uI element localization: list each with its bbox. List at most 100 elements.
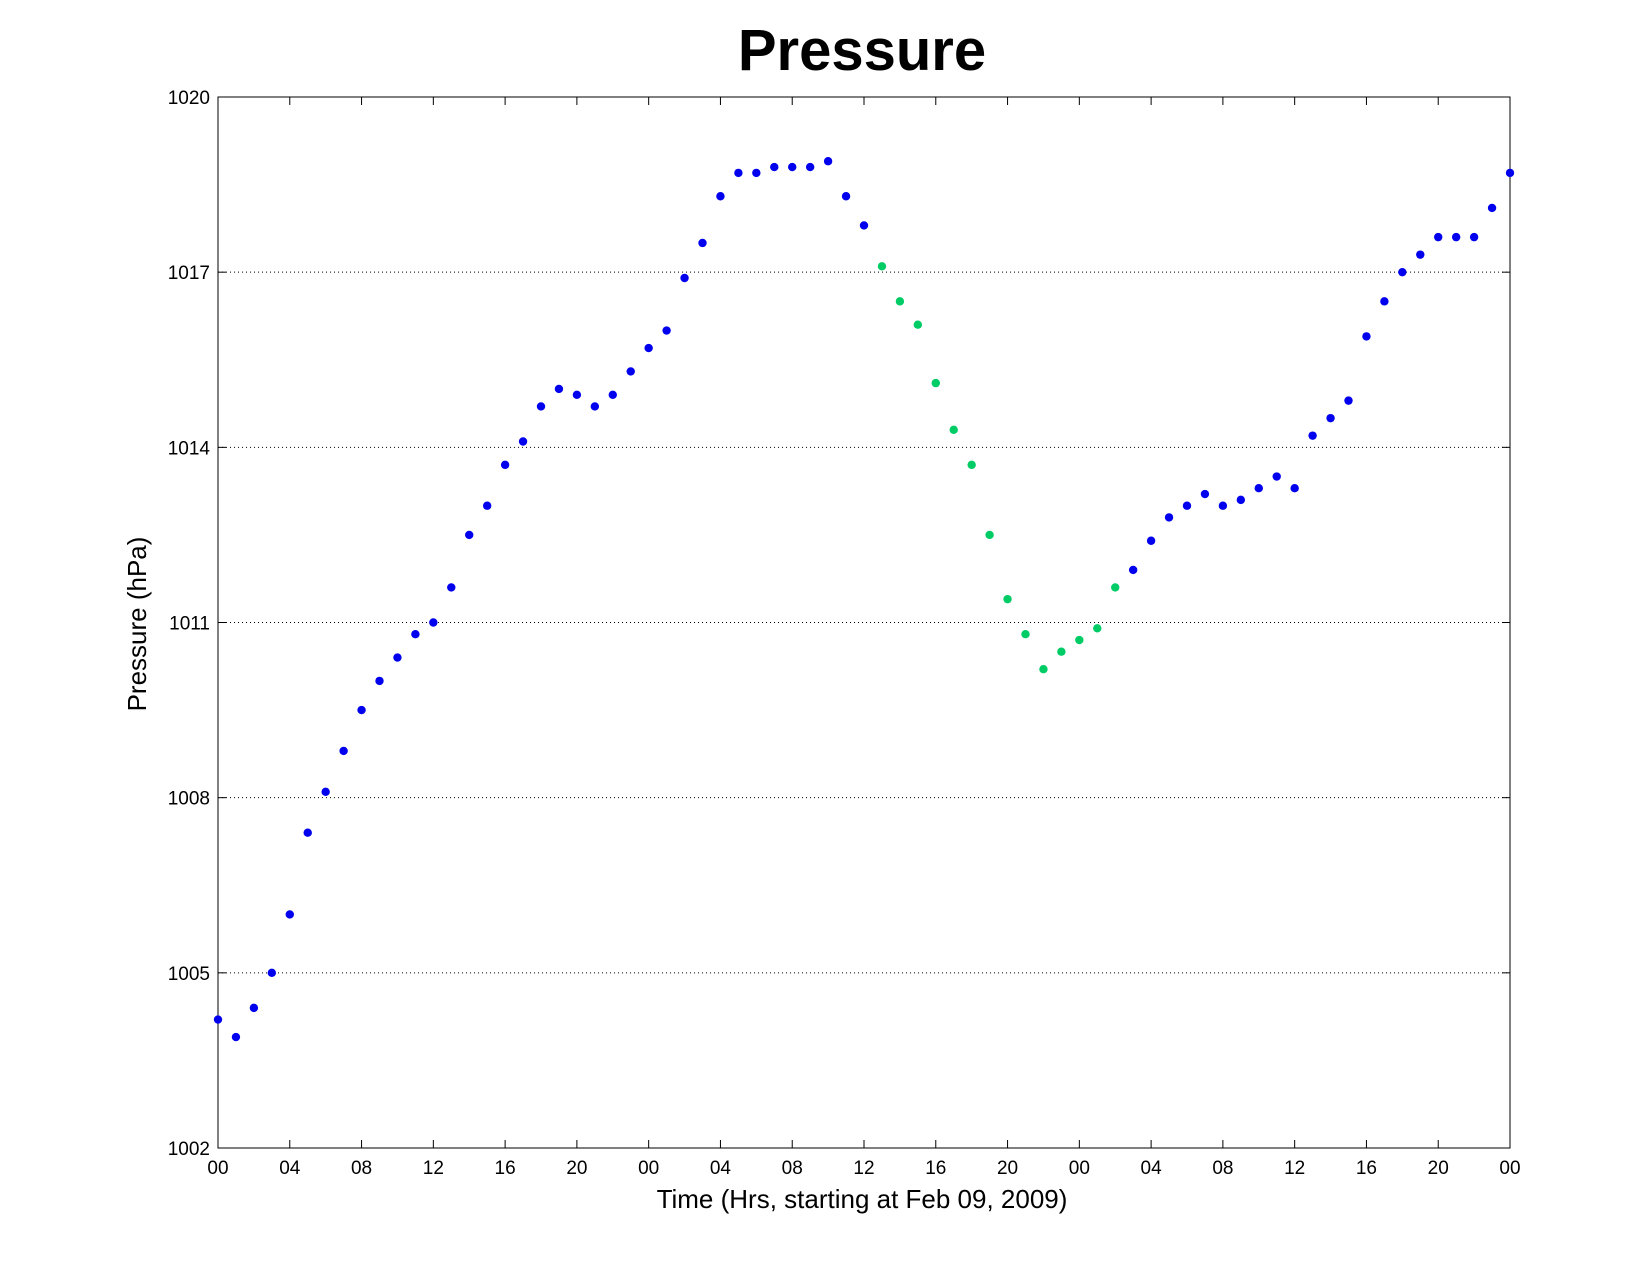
- data-point: [393, 653, 402, 662]
- data-point: [1236, 495, 1246, 505]
- y-tick-label: 1020: [168, 88, 210, 109]
- data-point: [680, 273, 689, 283]
- axis-ticks: 1002 1005 1008 1011 1014 1017 1020 00 04 08 12 16 20…: [168, 88, 1521, 1179]
- data-point: [823, 157, 833, 166]
- data-point: [1344, 396, 1353, 405]
- y-tick-label: 1008: [168, 789, 210, 810]
- data-point: [913, 320, 923, 329]
- data-point: [1398, 267, 1407, 277]
- data-point: [1039, 665, 1048, 674]
- data-point: [1380, 297, 1389, 306]
- data-point: [482, 501, 492, 510]
- data-point: [267, 968, 277, 978]
- x-axis-label: Time (Hrs, starting at Feb 09, 2009): [657, 1184, 1068, 1214]
- data-point: [698, 238, 707, 248]
- data-point: [805, 162, 815, 172]
- data-point: [770, 162, 779, 172]
- data-point: [285, 910, 294, 919]
- x-tick-label: 08: [1212, 1158, 1233, 1179]
- x-tick-label: 12: [423, 1158, 444, 1179]
- x-tick-label: 04: [279, 1158, 301, 1179]
- x-tick-label: 00: [1069, 1158, 1090, 1179]
- data-point: [1164, 513, 1174, 522]
- data-point: [375, 676, 384, 686]
- data-point: [1290, 484, 1299, 493]
- data-point: [752, 168, 761, 178]
- data-point: [572, 390, 582, 399]
- data-point: [411, 629, 420, 639]
- data-point: [321, 787, 330, 797]
- data-point: [662, 326, 671, 335]
- grid-lines: [218, 271, 1510, 974]
- data-point: [949, 425, 958, 435]
- x-tick-label: 12: [1284, 1158, 1305, 1179]
- data-point: [841, 192, 851, 201]
- data-point: [967, 460, 976, 470]
- x-tick-label: 16: [495, 1158, 516, 1179]
- data-point: [626, 367, 635, 376]
- data-point: [554, 384, 564, 394]
- data-point: [734, 168, 743, 178]
- data-point: [985, 530, 994, 540]
- x-tick-label: 20: [1428, 1158, 1449, 1179]
- y-tick-label: 1011: [169, 614, 210, 635]
- x-tick-label: 20: [566, 1158, 587, 1179]
- x-tick-label: 08: [782, 1158, 803, 1179]
- data-point: [536, 402, 546, 411]
- y-axis-label: Pressure (hPa): [122, 537, 152, 712]
- data-point: [931, 378, 940, 388]
- data-point: [1218, 501, 1228, 510]
- x-tick-label: 04: [1141, 1158, 1163, 1179]
- y-tick-label: 1017: [168, 263, 210, 284]
- data-point: [1434, 232, 1443, 242]
- data-point: [1487, 203, 1497, 213]
- data-point: [877, 262, 887, 271]
- x-tick-label: 00: [207, 1158, 228, 1179]
- data-point: [1003, 594, 1012, 604]
- data-point: [213, 1015, 223, 1024]
- x-tick-label: 16: [1356, 1158, 1377, 1179]
- data-point: [608, 390, 617, 399]
- data-point: [1505, 168, 1515, 178]
- data-points: [213, 157, 1515, 1042]
- data-point: [1272, 472, 1281, 481]
- x-tick-label: 20: [997, 1158, 1018, 1179]
- x-tick-label: 08: [351, 1158, 372, 1179]
- data-point: [303, 828, 312, 837]
- data-point: [1075, 635, 1084, 645]
- data-point: [1128, 565, 1138, 575]
- data-point: [716, 192, 725, 201]
- data-point: [1182, 501, 1192, 510]
- data-point: [249, 1003, 259, 1013]
- data-point: [859, 221, 869, 230]
- data-point: [1200, 489, 1210, 499]
- y-tick-label: 1002: [168, 1139, 210, 1160]
- data-point: [1057, 647, 1066, 656]
- data-point: [788, 162, 797, 172]
- data-point: [1021, 629, 1030, 639]
- data-point: [1254, 484, 1263, 493]
- data-point: [1451, 232, 1461, 242]
- data-point: [357, 705, 366, 715]
- data-point: [1146, 536, 1156, 545]
- data-point: [1111, 583, 1120, 592]
- data-point: [339, 746, 348, 756]
- data-point: [590, 402, 600, 411]
- data-point: [1326, 413, 1335, 423]
- data-point: [1362, 332, 1371, 341]
- data-point: [895, 297, 905, 306]
- data-point: [500, 460, 510, 470]
- data-point: [465, 530, 474, 540]
- data-point: [447, 583, 456, 592]
- data-point: [1469, 232, 1479, 242]
- x-tick-label: 12: [853, 1158, 874, 1179]
- plot-frame: [217, 96, 1511, 1149]
- x-tick-label: 04: [710, 1158, 732, 1179]
- data-point: [1308, 431, 1317, 440]
- x-tick-label: 00: [638, 1158, 659, 1179]
- x-tick-label: 16: [925, 1158, 946, 1179]
- x-tick-label: 00: [1499, 1158, 1520, 1179]
- y-tick-label: 1005: [168, 964, 210, 985]
- chart-title: Pressure: [738, 18, 986, 83]
